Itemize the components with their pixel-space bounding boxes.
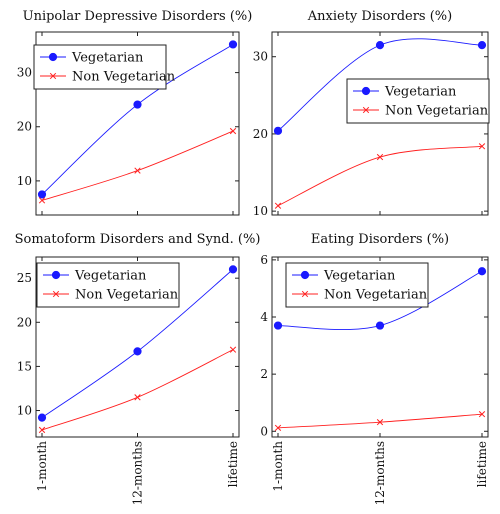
data-point-non-vegetarian <box>478 410 486 418</box>
y-tick-label: 30 <box>17 66 32 80</box>
legend-label-non-vegetarian: Non Vegetarian <box>72 70 176 85</box>
legend-swatch-marker <box>362 106 370 114</box>
x-tick-label: 1-month <box>271 441 285 492</box>
y-tick-label: 6 <box>260 253 268 267</box>
legend-swatch-marker <box>51 270 61 280</box>
legend: Vegetarian Non Vegetarian <box>285 262 429 308</box>
legend: Vegetarian Non Vegetarian <box>346 78 490 124</box>
data-point-non-vegetarian <box>376 418 384 426</box>
data-point-vegetarian <box>228 40 238 49</box>
y-tick-label: 10 <box>17 404 32 418</box>
chart-panel-4: Eating Disorders (%) 0 2 4 6 1-month 12-months… <box>260 232 489 505</box>
data-point-non-vegetarian <box>134 167 141 174</box>
y-tick-label: 10 <box>17 174 32 188</box>
legend-label-non-vegetarian: Non Vegetarian <box>385 104 489 119</box>
chart-title: Eating Disorders (%) <box>311 232 449 247</box>
data-point-vegetarian <box>477 41 487 50</box>
data-point-vegetarian <box>37 413 47 422</box>
data-point-non-vegetarian <box>376 153 384 161</box>
chart-title: Anxiety Disorders (%) <box>307 9 452 24</box>
y-tick-label: 10 <box>253 204 268 218</box>
data-point-vegetarian <box>273 126 283 135</box>
data-point-non-vegetarian <box>134 394 141 401</box>
x-tick-label: 12-months <box>131 441 145 505</box>
y-tick-label: 0 <box>260 424 268 438</box>
x-tick-label: 1-month <box>35 441 49 492</box>
legend-box <box>33 44 167 90</box>
x-tick-label: 12-months <box>373 441 387 505</box>
chart-title: Somatoform Disorders and Synd. (%) <box>15 232 261 247</box>
data-point-vegetarian <box>375 41 385 50</box>
data-point-vegetarian <box>477 267 487 276</box>
x-tick-label: lifetime <box>475 441 489 487</box>
chart-title: Unipolar Depressive Disorders (%) <box>23 9 253 24</box>
series-line-non-vegetarian <box>277 413 483 429</box>
x-tick-label: lifetime <box>226 441 240 487</box>
legend-label-vegetarian: Vegetarian <box>74 269 147 284</box>
legend-swatch-marker <box>49 72 57 80</box>
y-tick-label: 15 <box>17 359 32 373</box>
y-tick-label: 4 <box>260 310 268 324</box>
data-point-vegetarian <box>375 321 385 330</box>
legend-label-vegetarian: Vegetarian <box>384 85 457 100</box>
y-tick-label: 25 <box>17 271 32 285</box>
data-point-vegetarian <box>133 100 142 109</box>
legend-box <box>36 262 180 308</box>
legend-label-non-vegetarian: Non Vegetarian <box>75 288 179 303</box>
y-tick-label: 20 <box>253 127 268 141</box>
data-point-non-vegetarian <box>274 202 282 209</box>
legend-swatch-marker <box>52 290 60 298</box>
data-point-non-vegetarian <box>38 426 46 434</box>
chart-panel-3: Somatoform Disorders and Synd. (%) 10 15 20… <box>15 232 261 505</box>
legend-swatch-marker <box>361 86 371 96</box>
legend-label-vegetarian: Vegetarian <box>323 269 396 284</box>
data-point-non-vegetarian <box>38 197 46 204</box>
series-line-non-vegetarian <box>277 145 483 207</box>
data-point-vegetarian <box>273 321 283 330</box>
legend-box <box>285 262 429 308</box>
chart-panel-2: Anxiety Disorders (%) 10 20 30 Vegetarian Non… <box>253 9 490 218</box>
legend-swatch-marker <box>301 290 309 298</box>
y-tick-label: 2 <box>260 367 268 381</box>
data-point-vegetarian <box>37 190 47 199</box>
chart-panel-1: Unipolar Depressive Disorders (%)102030V… <box>17 9 253 216</box>
legend-label-non-vegetarian: Non Vegetarian <box>324 288 428 303</box>
data-point-non-vegetarian <box>274 424 282 432</box>
legend: Vegetarian Non Vegetarian <box>33 44 176 90</box>
y-tick-label: 30 <box>253 50 268 64</box>
y-tick-label: 20 <box>17 315 32 329</box>
data-point-vegetarian <box>133 347 142 356</box>
legend-label-vegetarian: Vegetarian <box>71 51 144 66</box>
data-point-vegetarian <box>228 265 238 274</box>
y-tick-label: 20 <box>17 120 32 134</box>
legend-box <box>346 78 490 124</box>
legend: Vegetarian Non Vegetarian <box>36 262 180 308</box>
legend-swatch-marker <box>300 270 310 280</box>
legend-swatch-marker <box>48 52 58 62</box>
data-point-non-vegetarian <box>229 346 237 353</box>
data-point-non-vegetarian <box>478 143 486 150</box>
data-point-non-vegetarian <box>229 127 237 135</box>
series-line-non-vegetarian <box>41 349 234 431</box>
